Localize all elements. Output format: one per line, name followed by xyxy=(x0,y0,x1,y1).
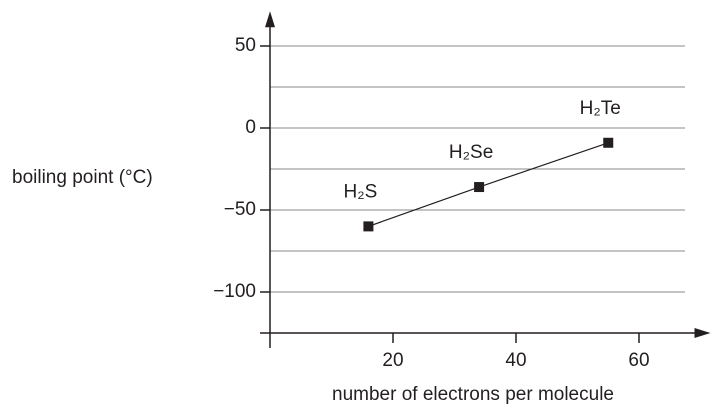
data-point xyxy=(474,182,485,193)
y-tick-label: −100 xyxy=(213,281,256,302)
point-label: H₂Se xyxy=(449,142,493,163)
y-axis-arrow xyxy=(265,11,275,28)
y-tick-label: 50 xyxy=(235,35,256,56)
point-label: H₂Te xyxy=(580,98,621,119)
x-tick-label: 60 xyxy=(628,350,649,371)
x-axis-label: number of electrons per molecule xyxy=(332,384,614,405)
y-tick-label: −50 xyxy=(224,199,256,220)
point-label: H₂S xyxy=(344,181,378,202)
x-tick-label: 40 xyxy=(505,350,526,371)
y-tick-label: 0 xyxy=(245,117,256,138)
data-point xyxy=(363,221,374,232)
data-point xyxy=(603,137,614,148)
x-tick-label: 20 xyxy=(382,350,403,371)
y-axis-label: boiling point (°C) xyxy=(12,167,153,188)
x-axis-arrow xyxy=(694,328,711,338)
